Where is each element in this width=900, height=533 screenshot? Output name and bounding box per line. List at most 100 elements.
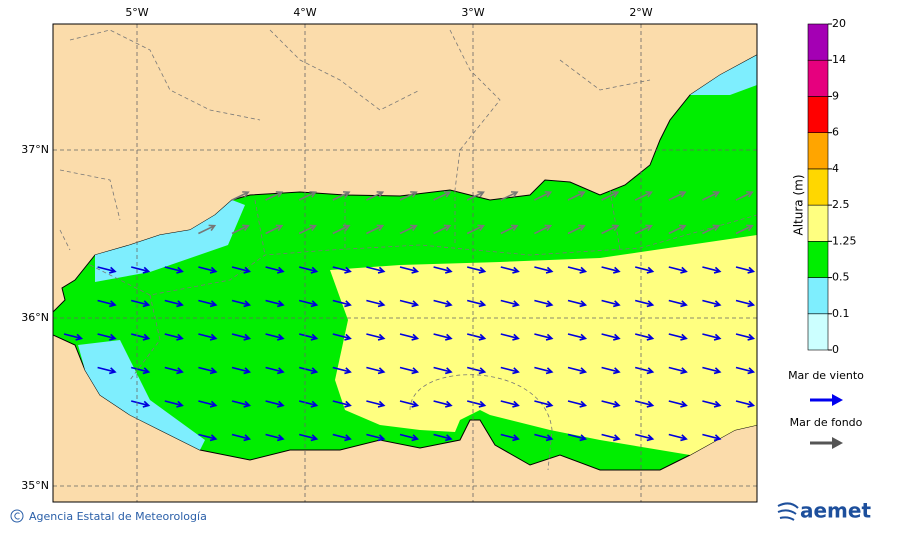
wave-arrow [332, 366, 352, 375]
wave-arrow [634, 191, 653, 201]
colorbar-title: Altura (m) [792, 174, 806, 235]
wave-arrow [366, 433, 386, 442]
wave-arrow [534, 400, 554, 408]
wave-arrow [399, 191, 418, 201]
wave-arrow [702, 433, 722, 442]
wave-arrow [601, 366, 621, 375]
wave-arrow [500, 224, 519, 235]
wave-arrow [332, 433, 352, 442]
logo: aemet [800, 499, 871, 523]
lon-tick-label: 4°W [293, 6, 316, 19]
wave-arrow [265, 400, 285, 408]
wave-arrow [567, 433, 588, 442]
wave-arrows [63, 191, 756, 442]
wave-arrow [567, 400, 588, 408]
wave-arrow [131, 366, 151, 375]
colorbar-bin [807, 59, 829, 97]
colorbar-bin [807, 168, 829, 206]
wave-arrow [399, 224, 418, 235]
wave-arrow [466, 224, 485, 235]
wave-arrow [366, 299, 386, 308]
wave-arrow [131, 266, 151, 274]
colorbar-label: 2.5 [832, 198, 850, 211]
wave-arrow [601, 400, 621, 408]
wave-arrow [366, 191, 385, 201]
wave-arrow [433, 191, 452, 201]
wave-arrow [265, 366, 285, 375]
colorbar-bin [807, 132, 829, 170]
wave-arrow [299, 299, 319, 308]
wave-arrow [668, 433, 688, 442]
lon-tick-label: 3°W [461, 6, 484, 19]
credit: Agencia Estatal de Meteorología [29, 510, 207, 523]
wave-arrow [635, 366, 655, 375]
wave-arrow [500, 191, 519, 201]
wave-arrow [500, 433, 520, 442]
wave-arrow [634, 224, 653, 235]
colorbar-bin [807, 313, 829, 351]
wave-arrow [567, 333, 588, 341]
wave-arrow [635, 433, 655, 442]
wave-arrow [433, 224, 452, 235]
graticule [53, 24, 757, 502]
wave-arrow [467, 400, 487, 408]
wave-arrow [399, 299, 420, 308]
wave-arrow [601, 433, 621, 442]
wave-arrow [198, 299, 218, 308]
wave-arrow [265, 266, 285, 274]
wave-arrow [97, 333, 117, 341]
wave-arrow [534, 299, 554, 308]
wave-arrow [198, 433, 218, 442]
wave-arrow [735, 400, 756, 408]
wave-arrow [466, 191, 485, 201]
wave-arrow [567, 266, 588, 274]
credit-icon [10, 509, 24, 523]
wave-arrow [265, 433, 285, 442]
wave-arrow [366, 266, 386, 274]
wave-arrow [601, 191, 620, 201]
wave-arrow [668, 299, 688, 308]
lat-tick-label: 35°N [21, 479, 49, 492]
map-frame [52, 23, 758, 503]
wave-arrow [467, 366, 487, 375]
colorbar-label: 9 [832, 89, 839, 102]
wave-arrow [601, 224, 620, 235]
wave-arrow [735, 366, 756, 375]
colorbar-bin [807, 241, 829, 278]
wave-arrow [635, 299, 655, 308]
wave-arrow [231, 191, 250, 201]
wave-arrow [635, 266, 655, 274]
wave-arrow [231, 433, 252, 442]
wave-arrow [702, 366, 722, 375]
sea-cyan [95, 200, 245, 282]
wave-arrow [366, 400, 386, 408]
lat-tick-label: 37°N [21, 143, 49, 156]
colorbar: 0 0.1 0.5 1.25 2.5 4 6 9 14 20 [807, 17, 857, 356]
colorbar-bin [807, 96, 829, 133]
wave-arrow [198, 366, 218, 375]
lon-tick-label: 2°W [629, 6, 652, 19]
wave-arrow [534, 433, 554, 442]
wave-arrow [668, 191, 687, 201]
land-border [59, 29, 651, 251]
wave-arrow [299, 433, 319, 442]
wave-arrow [735, 299, 756, 308]
wave-arrow [366, 333, 386, 341]
wave-arrow [298, 224, 317, 235]
wave-arrow [332, 224, 351, 235]
wave-arrow [433, 366, 453, 375]
colorbar-label: 0 [832, 343, 839, 356]
wave-arrow [332, 266, 352, 274]
wave-arrow [534, 333, 554, 341]
colorbar-bin [807, 277, 829, 315]
wave-arrow [668, 333, 688, 341]
wave-arrow [399, 333, 420, 341]
wave-arrow [500, 333, 520, 341]
colorbar-label: 0.5 [832, 271, 850, 284]
wave-arrow [500, 366, 520, 375]
wave-arrow [299, 366, 319, 375]
wave-arrow [332, 333, 352, 341]
